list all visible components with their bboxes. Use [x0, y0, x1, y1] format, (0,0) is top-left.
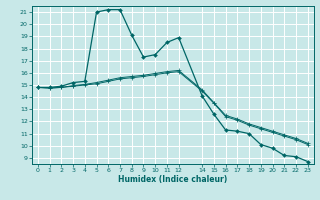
X-axis label: Humidex (Indice chaleur): Humidex (Indice chaleur)	[118, 175, 228, 184]
